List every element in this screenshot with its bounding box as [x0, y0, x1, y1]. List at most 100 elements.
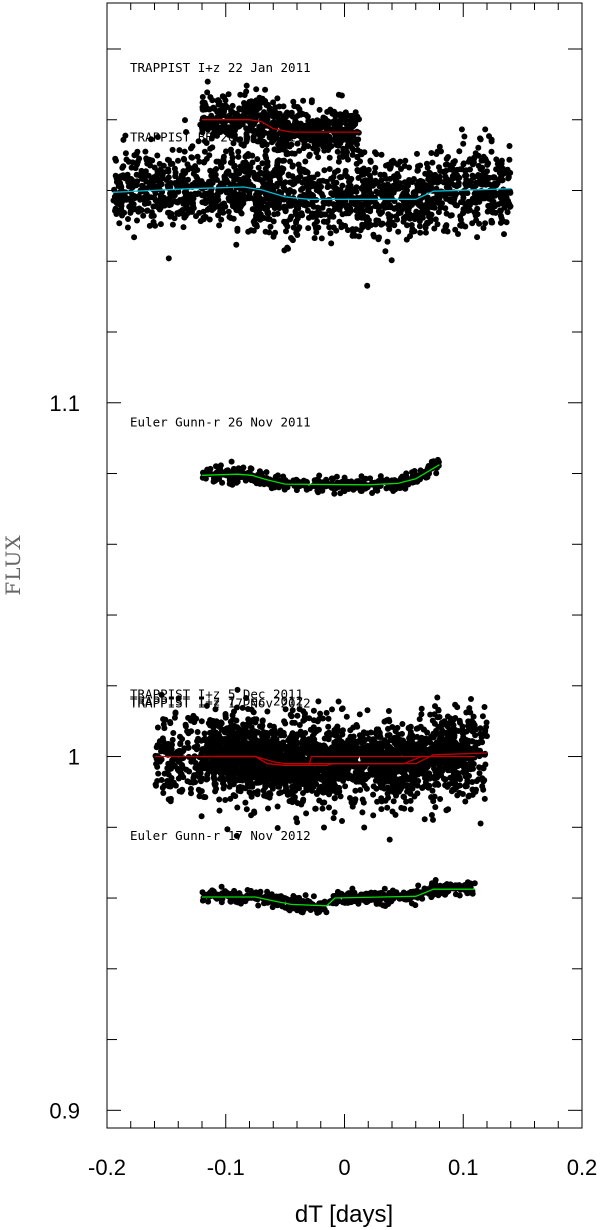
data-point	[353, 722, 360, 728]
data-point	[500, 218, 507, 225]
data-point	[199, 94, 206, 100]
data-point	[326, 207, 333, 214]
data-point	[278, 136, 285, 143]
data-point	[296, 722, 303, 728]
data-point	[337, 174, 343, 181]
data-point	[245, 151, 252, 157]
data-point	[457, 213, 464, 220]
data-point	[451, 196, 457, 203]
data-point	[154, 152, 161, 159]
data-point	[278, 180, 285, 187]
data-point	[202, 794, 209, 801]
data-point	[347, 117, 353, 124]
data-point	[326, 154, 333, 161]
data-point	[177, 733, 183, 740]
data-point	[170, 730, 177, 736]
data-point	[253, 86, 260, 93]
data-point	[451, 158, 458, 165]
data-point	[228, 107, 235, 114]
data-point	[315, 698, 322, 705]
data-point	[293, 476, 300, 483]
data-point	[331, 490, 338, 497]
data-point	[175, 157, 181, 164]
data-point	[163, 177, 170, 183]
data-point	[308, 99, 315, 106]
data-point	[484, 168, 490, 175]
data-point	[321, 167, 328, 174]
data-point	[244, 194, 251, 201]
data-point	[501, 231, 507, 238]
data-point	[388, 204, 395, 211]
data-point	[218, 205, 225, 212]
data-point	[344, 741, 350, 748]
data-point	[479, 195, 486, 202]
data-point	[169, 146, 176, 153]
data-point	[170, 761, 177, 768]
data-point	[169, 160, 176, 167]
data-point	[285, 190, 292, 197]
data-point	[475, 162, 482, 169]
data-point	[125, 216, 131, 222]
data-point	[112, 205, 119, 212]
data-point	[352, 121, 359, 128]
data-point	[225, 208, 232, 215]
data-point	[436, 164, 442, 171]
data-point	[327, 106, 334, 113]
data-point	[437, 178, 444, 185]
data-point	[223, 148, 229, 155]
data-point	[140, 183, 146, 190]
data-point	[326, 133, 333, 140]
data-point	[218, 216, 225, 223]
data-point	[171, 165, 178, 172]
data-point	[322, 115, 329, 122]
data-point	[116, 220, 123, 227]
data-point	[407, 233, 413, 240]
data-point	[364, 282, 371, 289]
data-point	[229, 154, 236, 161]
data-point	[201, 148, 208, 155]
data-point	[321, 824, 327, 831]
data-point	[326, 804, 332, 811]
data-point	[326, 183, 333, 190]
data-point	[380, 185, 387, 192]
data-point	[501, 204, 508, 211]
data-point	[343, 774, 350, 781]
data-point	[185, 744, 192, 751]
data-point	[197, 218, 204, 225]
data-point	[337, 131, 344, 138]
data-point	[482, 126, 489, 133]
data-point	[498, 192, 505, 198]
data-point	[488, 138, 495, 145]
data-point	[305, 131, 311, 138]
data-point	[229, 119, 236, 126]
data-point	[505, 175, 512, 182]
data-point	[318, 211, 325, 218]
data-point	[483, 719, 490, 726]
data-point	[217, 188, 224, 195]
data-point	[367, 475, 374, 482]
data-point	[460, 206, 467, 213]
data-point	[158, 748, 164, 755]
data-point	[288, 213, 295, 220]
data-point	[491, 174, 498, 181]
data-point	[507, 188, 513, 195]
data-point	[131, 234, 138, 241]
data-point	[112, 155, 119, 162]
data-point	[214, 128, 221, 135]
data-point	[409, 226, 416, 232]
data-point	[164, 156, 171, 163]
data-point	[301, 169, 308, 176]
data-point	[494, 160, 501, 167]
data-point	[194, 167, 201, 173]
data-point	[481, 777, 488, 784]
data-point	[418, 201, 424, 208]
data-point	[143, 191, 150, 198]
data-point	[370, 231, 377, 238]
data-point	[235, 153, 242, 160]
data-point	[402, 215, 409, 222]
data-point	[414, 212, 421, 219]
data-point	[384, 804, 391, 811]
data-point	[250, 227, 257, 234]
data-point	[195, 138, 202, 145]
data-point	[165, 796, 172, 803]
